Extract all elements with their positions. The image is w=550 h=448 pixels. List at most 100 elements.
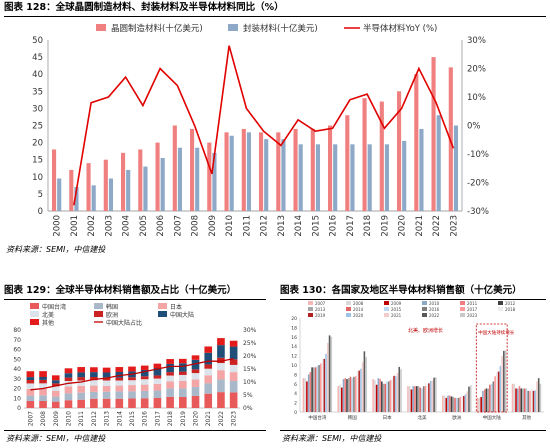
bar-seg-2019-3 — [179, 374, 187, 381]
bar-seg-2020-2 — [191, 379, 200, 387]
x-tick-韩国: 韩国 — [348, 414, 357, 421]
legend-swatch-2015 — [384, 307, 389, 311]
bar-seg-2021-4 — [204, 364, 213, 369]
bar-seg-2012-1 — [90, 391, 98, 399]
fig128-header: 图表 128：全球晶圆制造材料、封装材料及半导体材料同比（%） — [4, 0, 546, 17]
bar-wafer-2005 — [138, 149, 143, 211]
bar-中国大陆-2022 — [503, 350, 505, 412]
legend-swatch-2019 — [308, 313, 313, 317]
bar-其他-2016 — [527, 390, 530, 412]
x-tick-2000: 2000 — [53, 215, 63, 237]
x-tick-2010: 2010 — [225, 215, 235, 237]
legend-label-2013: 2013 — [315, 307, 326, 312]
x-tick-2008: 2008 — [191, 215, 201, 237]
y-tick-left: 25 — [32, 122, 43, 132]
bar-wafer-2016 — [327, 125, 333, 211]
legend-label-2022: 2022 — [429, 313, 440, 318]
bar-seg-2018-5 — [166, 363, 174, 373]
bar-seg-2023-1 — [229, 380, 238, 393]
bar-packaging-2020 — [402, 140, 407, 211]
bar-wafer-2002 — [86, 163, 91, 211]
x-tick-其他: 其他 — [522, 414, 531, 421]
bar-seg-2016-0 — [140, 398, 149, 408]
bar-seg-2021-0 — [204, 393, 213, 408]
bar-seg-2019-6 — [179, 358, 187, 364]
bar-seg-2020-4 — [191, 369, 200, 374]
bar-wafer-2017 — [345, 115, 350, 211]
bar-seg-2009-5 — [51, 380, 60, 384]
bar-seg-2022-1 — [217, 379, 225, 393]
legend-label-2007: 2007 — [315, 301, 326, 306]
x-tick-2021: 2021 — [415, 215, 425, 237]
legend-label-2008: 2008 — [353, 301, 364, 306]
bar-中国大陆-2013 — [487, 388, 489, 412]
bar-seg-2012-6 — [90, 367, 98, 373]
bar-wafer-2011 — [241, 128, 246, 211]
bar-北美-2020 — [429, 380, 432, 412]
x-tick-2012: 2012 — [91, 411, 98, 426]
fig128-label: 图表 128： — [4, 2, 56, 13]
bar-日本-2022 — [398, 366, 401, 412]
x-tick-2007: 2007 — [27, 411, 34, 426]
bar-seg-2023-4 — [229, 359, 238, 365]
bar-中国台湾-2015 — [316, 365, 319, 412]
legend-swatch-2011 — [460, 301, 465, 305]
bar-中国台湾-2022 — [328, 335, 331, 412]
bar-seg-2014-5 — [115, 371, 124, 378]
y-tick-left: 60 — [13, 347, 21, 354]
bar-北美-2008 — [408, 386, 411, 412]
legend-swatch-2016 — [422, 307, 427, 311]
x-tick-2019: 2019 — [380, 215, 390, 237]
legend-swatch-1 — [94, 303, 103, 309]
bar-seg-2015-1 — [128, 391, 136, 399]
x-tick-2005: 2005 — [139, 215, 149, 237]
bar-中国台湾-2010 — [307, 374, 310, 412]
fig128-chart: 晶圆制造材料(十亿美元) 封装材料(十亿美元) 半导体材料YoY (%) 0 5 10 15… — [32, 23, 489, 237]
x-tick-2009: 2009 — [208, 215, 218, 237]
y-tick: 0 — [294, 410, 297, 416]
fig130-title: 各国家及地区半导体材料销售额（十亿美元） — [331, 285, 522, 296]
bar-中国大陆-2019 — [497, 371, 500, 412]
bar-中国台湾-2023 — [330, 336, 333, 412]
legend-swatch-2014 — [346, 307, 351, 311]
bar-北美-2012 — [415, 386, 418, 412]
bar-欧洲-2018 — [461, 395, 463, 412]
bar-seg-2007-6 — [26, 371, 35, 378]
bar-seg-2015-4 — [128, 377, 136, 381]
bar-中国台湾-2009 — [306, 381, 308, 412]
bar-中国大陆-2009 — [480, 396, 482, 412]
bar-中国大陆-2020 — [499, 365, 502, 412]
bar-packaging-2009 — [212, 152, 217, 211]
bar-中国台湾-2018 — [321, 358, 324, 412]
bar-seg-2013-6 — [102, 367, 111, 373]
bar-wafer-2023 — [448, 67, 453, 211]
bar-其他-2012 — [520, 388, 523, 412]
bar-seg-2015-3 — [128, 380, 136, 386]
legend-label-2020: 2020 — [353, 313, 364, 318]
y-tick: 2 — [294, 401, 297, 407]
bar-seg-2022-3 — [217, 363, 225, 371]
bar-seg-2007-4 — [26, 380, 35, 384]
bar-seg-2014-6 — [115, 367, 124, 372]
bar-seg-2015-6 — [128, 366, 136, 372]
x-tick-2011: 2011 — [78, 411, 85, 426]
bar-韩国-2007 — [337, 386, 340, 412]
bar-seg-2019-5 — [179, 363, 187, 372]
bar-seg-2018-0 — [166, 396, 174, 408]
legend-label-2: 半导体材料YoY (%) — [363, 23, 437, 34]
bar-seg-2022-4 — [217, 357, 225, 364]
bar-中国台湾-2021 — [327, 342, 329, 412]
bar-packaging-2005 — [143, 166, 148, 211]
y-tick-left: 70 — [13, 337, 21, 344]
bar-wafer-2014 — [293, 128, 298, 211]
y-tick-left: 20 — [32, 139, 43, 149]
bar-日本-2017 — [389, 380, 392, 412]
legend-label-2017: 2017 — [467, 307, 478, 312]
legend-swatch-2017 — [460, 307, 465, 311]
x-tick-2020: 2020 — [193, 411, 200, 426]
bar-中国台湾-2013 — [313, 367, 315, 412]
bar-packaging-2003 — [108, 178, 114, 211]
legend-swatch-2018 — [498, 307, 503, 311]
x-tick-2011: 2011 — [242, 215, 252, 237]
